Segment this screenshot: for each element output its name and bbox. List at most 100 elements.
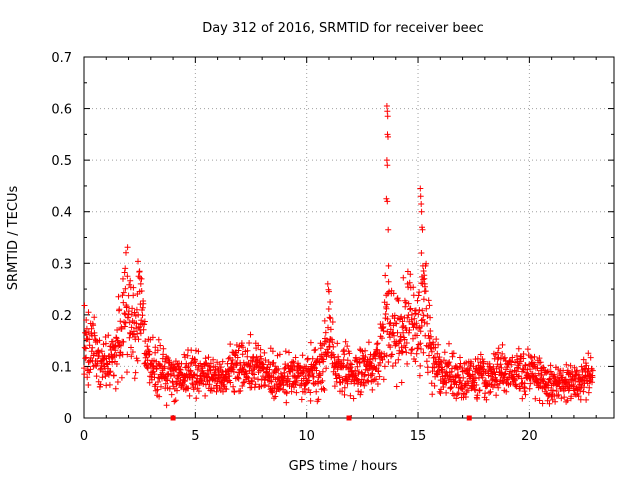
- data-point: [170, 361, 177, 368]
- data-point: [115, 293, 122, 300]
- data-point: [376, 373, 383, 380]
- data-point: [262, 357, 269, 364]
- data-point: [356, 360, 363, 366]
- data-point: [373, 376, 380, 383]
- data-point: [421, 319, 428, 326]
- data-point: [384, 162, 391, 169]
- data-point: [396, 338, 403, 345]
- data-point: [120, 275, 126, 282]
- data-point: [332, 372, 339, 378]
- data-point: [326, 314, 333, 321]
- data-point: [586, 384, 593, 391]
- data-point: [323, 353, 330, 360]
- data-point: [465, 380, 472, 387]
- data-point: [528, 354, 535, 361]
- data-point: [168, 371, 175, 377]
- data-point: [155, 336, 162, 343]
- data-point: [424, 369, 431, 376]
- data-point: [568, 393, 575, 400]
- data-point: [286, 349, 292, 356]
- data-point: [365, 339, 372, 346]
- data-point: [124, 369, 130, 376]
- data-point: [106, 369, 113, 376]
- data-point: [157, 342, 164, 349]
- data-point: [146, 351, 153, 358]
- data-point: [128, 324, 135, 331]
- data-point: [213, 388, 220, 395]
- data-point: [384, 198, 391, 205]
- data-point: [91, 314, 98, 321]
- data-point: [473, 382, 480, 388]
- data-point: [246, 340, 253, 346]
- data-point: [134, 357, 141, 364]
- data-point: [470, 382, 477, 389]
- data-point: [135, 273, 142, 280]
- data-point: [88, 325, 95, 332]
- data-point: [426, 352, 432, 359]
- data-point: [499, 341, 506, 348]
- data-point: [105, 332, 112, 339]
- data-point: [410, 284, 417, 291]
- data-point: [368, 372, 375, 379]
- data-point: [321, 387, 328, 393]
- data-point: [81, 365, 87, 372]
- data-point: [413, 320, 420, 327]
- data-point: [291, 384, 297, 391]
- data-point: [395, 356, 402, 363]
- data-point: [437, 358, 444, 365]
- data-point: [417, 362, 424, 369]
- data-point: [123, 303, 130, 310]
- data-point: [580, 388, 587, 395]
- data-point: [107, 368, 114, 375]
- data-point: [85, 382, 92, 388]
- data-point: [319, 368, 326, 375]
- x-tick-label: 10: [298, 429, 315, 444]
- data-point: [389, 363, 396, 369]
- data-point: [119, 292, 126, 299]
- data-point: [312, 346, 319, 353]
- data-point: [359, 348, 366, 355]
- data-point: [144, 343, 151, 350]
- data-point: [487, 388, 494, 395]
- data-point: [260, 365, 267, 372]
- data-point: [418, 250, 425, 256]
- data-point: [117, 342, 124, 349]
- data-point: [85, 309, 92, 316]
- data-point: [501, 354, 508, 361]
- data-point: [195, 348, 202, 355]
- data-point: [234, 374, 241, 381]
- data-point: [329, 339, 336, 346]
- data-point: [249, 378, 256, 385]
- data-point: [131, 375, 138, 382]
- data-point: [563, 361, 570, 368]
- data-point: [422, 288, 429, 295]
- data-point: [431, 364, 438, 371]
- data-point: [394, 295, 401, 302]
- data-point: [227, 341, 234, 348]
- data-point: [358, 369, 365, 376]
- data-point: [425, 297, 432, 304]
- x-tick-label: 15: [410, 429, 427, 444]
- data-point: [205, 354, 212, 361]
- data-point: [492, 371, 499, 378]
- data-point: [449, 353, 456, 360]
- data-point: [164, 377, 171, 384]
- data-point: [431, 382, 438, 389]
- data-point: [227, 379, 234, 386]
- data-point: [537, 359, 544, 366]
- data-point: [127, 277, 134, 284]
- data-points: [81, 103, 596, 409]
- data-point: [240, 379, 247, 386]
- data-point: [310, 373, 317, 380]
- data-point: [386, 288, 393, 295]
- data-point: [483, 396, 490, 403]
- data-point: [427, 333, 434, 340]
- data-point: [527, 380, 534, 387]
- data-point: [430, 354, 437, 361]
- data-point: [416, 289, 423, 296]
- data-point: [547, 362, 554, 369]
- data-point: [355, 388, 362, 395]
- axis-markers: [170, 415, 472, 421]
- data-point: [459, 364, 466, 371]
- data-point: [306, 377, 312, 384]
